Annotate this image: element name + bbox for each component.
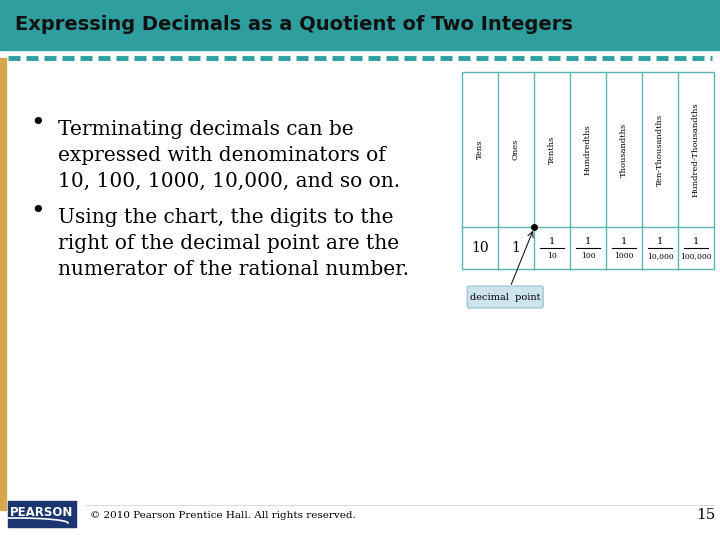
Text: Thousandths: Thousandths: [620, 123, 628, 177]
Text: 1: 1: [621, 237, 627, 246]
Text: expressed with denominators of: expressed with denominators of: [58, 146, 386, 165]
Text: 1: 1: [549, 237, 555, 246]
Text: 10: 10: [471, 241, 489, 255]
Text: decimal  point: decimal point: [470, 293, 541, 301]
Text: 100: 100: [581, 252, 595, 260]
Text: •: •: [30, 200, 45, 223]
Bar: [0, 0, 720, 50]
Text: Using the chart, the digits to the: Using the chart, the digits to the: [58, 208, 394, 227]
Text: 1: 1: [693, 237, 699, 246]
Text: Hundred-Thousandths: Hundred-Thousandths: [692, 102, 700, 197]
Text: © 2010 Pearson Prentice Hall. All rights reserved.: © 2010 Pearson Prentice Hall. All rights…: [90, 510, 356, 519]
Text: 10: 10: [547, 252, 557, 260]
Bar: [8, 501, 76, 527]
Text: 1: 1: [585, 237, 591, 246]
Bar: [0, 58, 6, 510]
Text: Tens: Tens: [476, 140, 484, 159]
Text: Ones: Ones: [512, 139, 520, 160]
FancyBboxPatch shape: [467, 286, 543, 308]
Text: •: •: [30, 112, 45, 135]
Text: 1000: 1000: [614, 252, 634, 260]
Text: PEARSON: PEARSON: [10, 507, 73, 519]
Text: right of the decimal point are the: right of the decimal point are the: [58, 234, 399, 253]
Text: Tenths: Tenths: [548, 136, 556, 164]
Text: Terminating decimals can be: Terminating decimals can be: [58, 120, 354, 139]
Text: Hundredths: Hundredths: [584, 124, 592, 175]
Bar: [462, 72, 714, 269]
Text: 100,000: 100,000: [680, 252, 712, 260]
Text: 10, 100, 1000, 10,000, and so on.: 10, 100, 1000, 10,000, and so on.: [58, 172, 400, 191]
Text: 15: 15: [696, 508, 716, 522]
Text: Expressing Decimals as a Quotient of Two Integers: Expressing Decimals as a Quotient of Two…: [15, 16, 573, 35]
Text: Ten-Thousandths: Ten-Thousandths: [656, 113, 664, 186]
Text: 1: 1: [657, 237, 663, 246]
Text: 10,000: 10,000: [647, 252, 673, 260]
Text: numerator of the rational number.: numerator of the rational number.: [58, 260, 409, 279]
Text: 1: 1: [512, 241, 521, 255]
